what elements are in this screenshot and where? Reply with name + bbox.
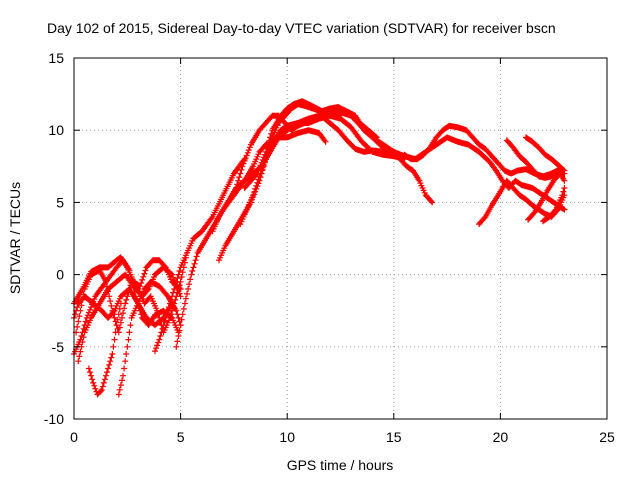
series-trace-16 <box>503 137 568 181</box>
y-axis-label: SDTVAR / TECUs <box>7 182 23 294</box>
series-markers <box>540 185 568 225</box>
grid <box>74 58 607 419</box>
x-tick-label: 20 <box>493 429 509 445</box>
x-tick-label: 15 <box>386 429 402 445</box>
series-layer <box>71 98 568 398</box>
y-tick-label: 0 <box>56 267 64 283</box>
series-trace-15 <box>540 185 568 225</box>
series-markers <box>523 134 568 174</box>
y-tick-label: 5 <box>56 194 64 210</box>
y-tick-label: -5 <box>52 339 65 355</box>
ticks: 0 5 10 15 20 25 -10 -5 0 5 10 15 <box>44 50 615 445</box>
x-tick-label: 0 <box>70 429 78 445</box>
x-axis-label: GPS time / hours <box>287 457 394 473</box>
series-markers <box>503 137 568 181</box>
series-trace-3 <box>85 300 124 398</box>
plot-frame <box>73 57 608 420</box>
y-tick-label: 10 <box>48 122 64 138</box>
x-tick-label: 10 <box>279 429 295 445</box>
series-trace-17 <box>523 134 568 174</box>
x-tick-label: 25 <box>599 429 615 445</box>
x-tick-label: 5 <box>177 429 185 445</box>
y-tick-label: -10 <box>44 411 64 427</box>
chart-title: Day 102 of 2015, Sidereal Day-to-day VTE… <box>47 20 556 36</box>
series-markers <box>85 300 124 398</box>
y-tick-label: 15 <box>48 50 64 66</box>
